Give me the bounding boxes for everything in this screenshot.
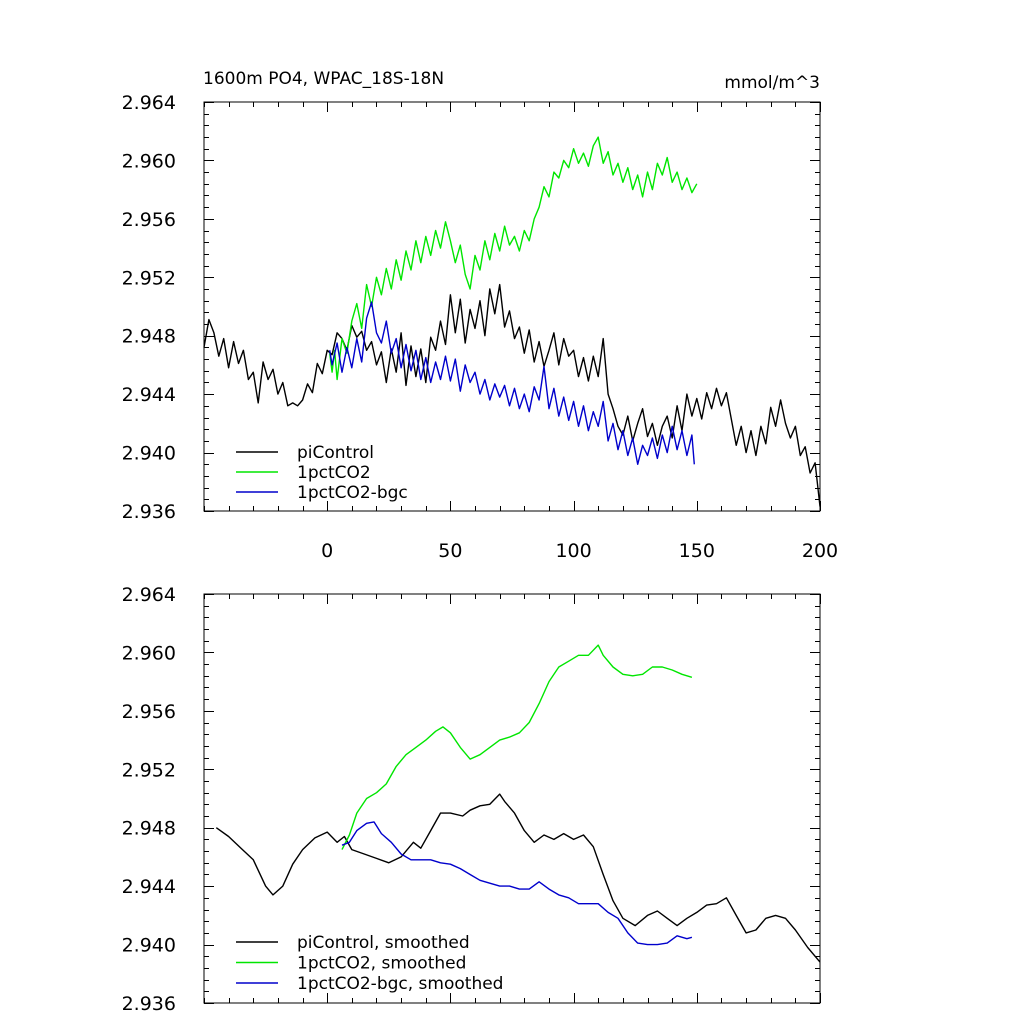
legend-label: 1pctCO2-bgc, smoothed: [297, 974, 503, 994]
y-tick-label: 2.960: [122, 150, 176, 172]
y-tick-label: 2.940: [122, 443, 176, 465]
top-plot-series: [203, 136, 821, 507]
legend-label: piControl, smoothed: [297, 933, 470, 953]
x-tick-label: 50: [438, 540, 462, 562]
y-tick-label: 2.940: [122, 935, 176, 957]
y-tick-label: 2.952: [122, 759, 176, 781]
top-plot: 1600m PO4, WPAC_18S-18N mmol/m^3 2.9362.…: [122, 69, 839, 562]
y-tick-label: 2.944: [122, 876, 176, 898]
y-tick-label: 2.960: [122, 642, 176, 664]
series-line-1pctco2-smoothed: [341, 644, 693, 850]
top-plot-title: 1600m PO4, WPAC_18S-18N: [203, 69, 444, 89]
top-plot-units: mmol/m^3: [724, 73, 820, 93]
series-line-1pctco2-bgc: [329, 301, 695, 465]
legend-label: piControl: [297, 443, 374, 463]
y-tick-label: 2.964: [122, 584, 176, 606]
bottom-plot-frame: [203, 593, 821, 1004]
y-tick-label: 2.948: [122, 818, 176, 840]
x-tick-label: 0: [321, 540, 333, 562]
legend-label: 1pctCO2: [297, 463, 371, 483]
legend-label: 1pctCO2, smoothed: [297, 954, 466, 974]
x-tick-label: 150: [679, 540, 715, 562]
y-tick-label: 2.936: [122, 501, 176, 523]
series-line-1pctco2-bgc-smoothed: [341, 821, 693, 946]
y-tick-label: 2.952: [122, 267, 176, 289]
y-tick-label: 2.948: [122, 326, 176, 348]
y-tick-label: 2.964: [122, 92, 176, 114]
x-tick-label: 100: [555, 540, 591, 562]
y-tick-label: 2.956: [122, 209, 176, 231]
series-line-picontrol: [203, 283, 821, 507]
y-tick-label: 2.944: [122, 384, 176, 406]
series-line-1pctco2: [329, 136, 698, 381]
top-plot-frame: [203, 101, 821, 512]
bottom-plot-ticks: 2.936 2.940 2.944 2.948 2.952 2.956 2.960 2.964: [122, 584, 821, 1015]
series-line-picontrol-smoothed: [215, 793, 821, 963]
x-tick-label: 200: [802, 540, 838, 562]
y-tick-label: 2.956: [122, 701, 176, 723]
bottom-plot-series: [215, 644, 821, 963]
legend-label: 1pctCO2-bgc: [297, 483, 408, 503]
bottom-plot: 2.936 2.940 2.944 2.948 2.952 2.956 2.960 2.964…: [122, 584, 821, 1015]
y-tick-label: 2.936: [122, 993, 176, 1015]
top-plot-ticks: 2.936 2.940 2.944 2.948 2.952 2.956 2.960 2.964…: [122, 92, 839, 562]
